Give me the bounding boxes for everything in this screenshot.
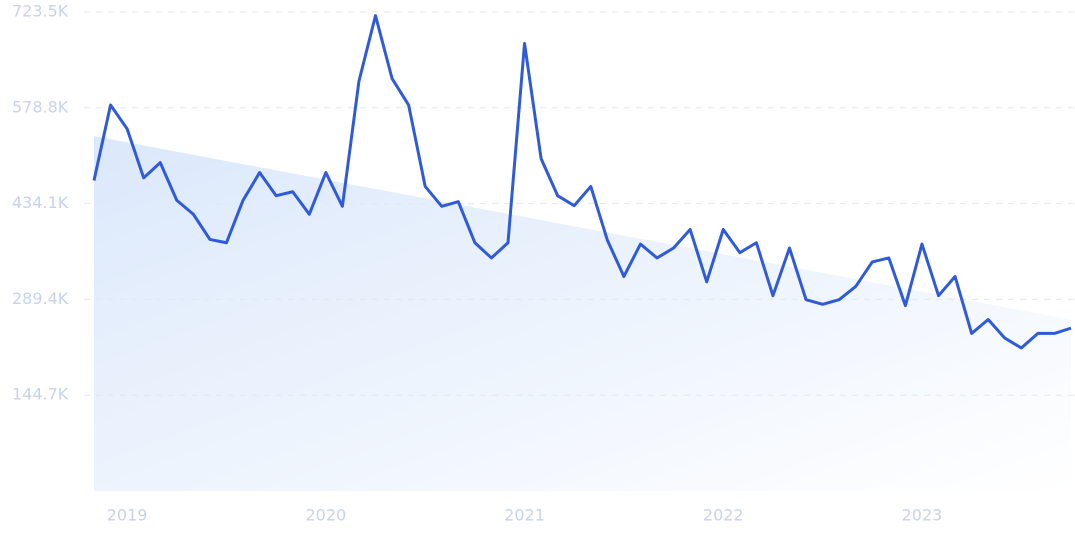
y-tick-label: 289.4K: [12, 289, 69, 308]
y-tick-label: 723.5K: [12, 2, 69, 21]
data-line: [92, 14, 1072, 350]
x-tick-label: 2022: [703, 506, 744, 525]
y-tick-label: 434.1K: [12, 193, 69, 212]
x-tick-label: 2020: [305, 506, 346, 525]
y-tick-label: 578.8K: [12, 97, 69, 116]
x-tick-label: 2019: [107, 506, 148, 525]
x-tick-label: 2021: [504, 506, 545, 525]
y-tick-label: 144.7K: [12, 385, 69, 404]
trend-area: [94, 136, 1071, 491]
x-tick-label: 2023: [902, 506, 943, 525]
